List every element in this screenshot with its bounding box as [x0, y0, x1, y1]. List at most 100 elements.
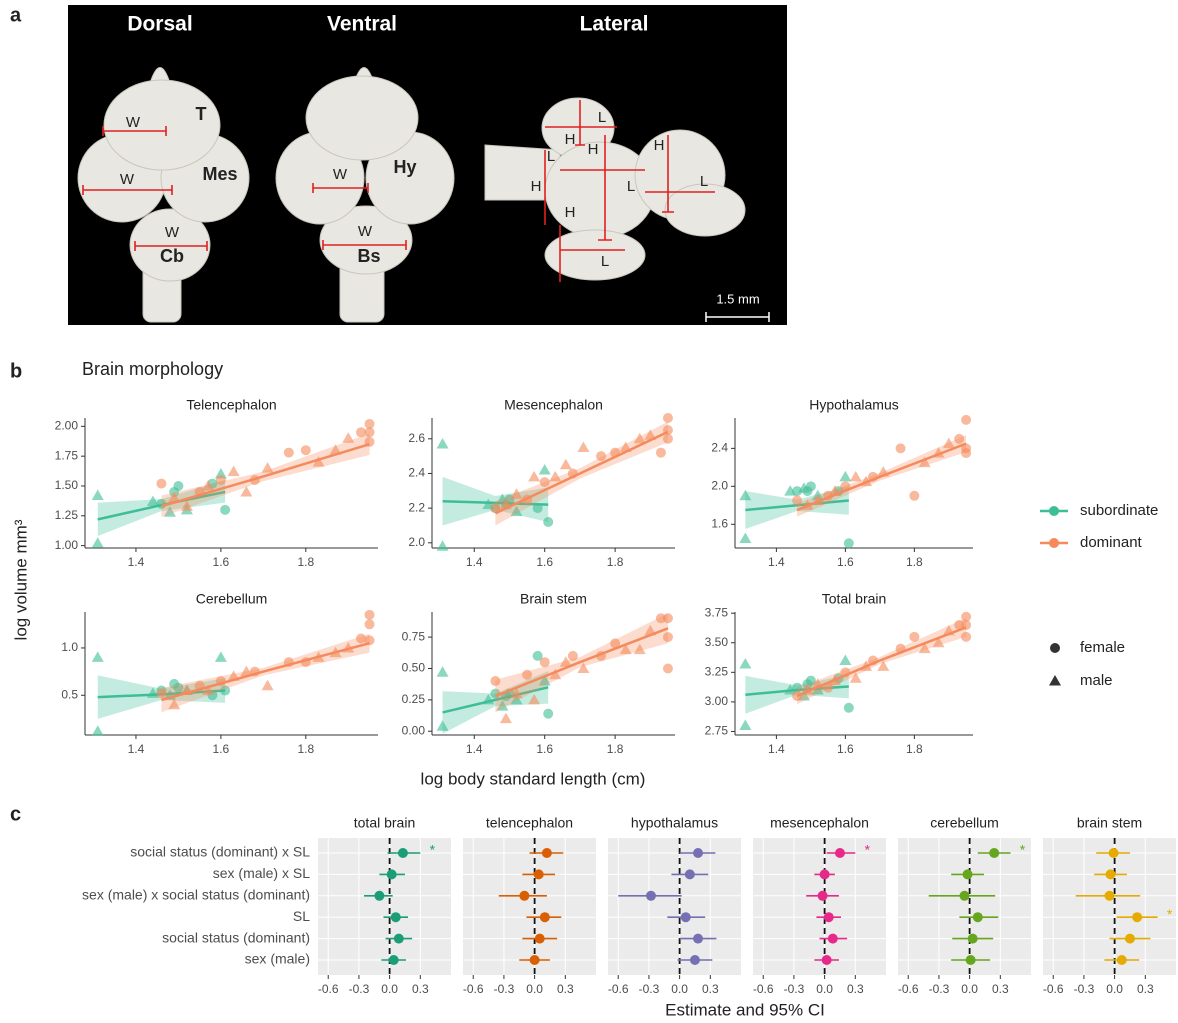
point: [792, 496, 802, 506]
point: [540, 477, 550, 487]
panel-title: hypothalamus: [631, 815, 718, 831]
point: [961, 448, 971, 458]
estimate-point: [690, 955, 700, 965]
point: [663, 632, 673, 642]
x-tick-label: 1.4: [768, 555, 785, 569]
point: [560, 459, 572, 470]
photo-annotation: T: [196, 104, 207, 124]
x-tick-label: -0.3: [349, 982, 370, 996]
point: [500, 713, 512, 724]
point: [216, 475, 226, 485]
x-tick-label: 0.3: [992, 982, 1009, 996]
photo-annotation: L: [598, 109, 606, 126]
point: [663, 613, 673, 623]
x-tick-label: -0.6: [753, 982, 774, 996]
estimate-point: [387, 869, 397, 879]
point: [220, 505, 230, 515]
estimate-point: [963, 869, 973, 879]
x-tick-label: 1.4: [768, 742, 785, 756]
x-tick-label: 0.3: [702, 982, 719, 996]
confidence-band: [161, 634, 369, 713]
point: [301, 445, 311, 455]
point: [92, 490, 104, 501]
point: [543, 517, 553, 527]
point: [173, 481, 183, 491]
estimate-point: [1106, 869, 1116, 879]
y-tick-label: 0.00: [402, 723, 426, 737]
x-axis-label: log body standard length (cm): [421, 769, 646, 788]
x-tick-label: -0.6: [898, 982, 919, 996]
x-tick-label: 1.4: [128, 555, 145, 569]
photo-annotation: H: [565, 131, 576, 148]
point: [806, 481, 816, 491]
legend-label: female: [1080, 639, 1125, 656]
x-tick-label: 1.8: [297, 555, 314, 569]
photo-annotation: Mes: [202, 164, 237, 184]
photo-annotation: W: [126, 114, 141, 131]
x-tick-label: -0.3: [929, 982, 950, 996]
fit-line: [797, 444, 966, 510]
x-tick-label: 1.6: [837, 555, 854, 569]
photo-annotation: H: [565, 204, 576, 221]
point: [739, 720, 751, 731]
point: [839, 471, 851, 482]
panel-background: [898, 838, 1031, 975]
photo-annotation: L: [601, 253, 609, 270]
point: [850, 471, 862, 482]
forest-panel: telencephalon-0.6-0.30.00.3: [463, 815, 596, 996]
view-title: Ventral: [327, 13, 397, 36]
x-tick-label: 1.8: [297, 742, 314, 756]
photo-annotation: W: [120, 171, 135, 188]
figure: aDorsalVentralLateralWTWMesWCbWHyWBsHLHL…: [0, 0, 1178, 1023]
view-title: Dorsal: [127, 13, 192, 36]
x-tick-label: -0.3: [494, 982, 515, 996]
x-axis-label: Estimate and 95% CI: [665, 1000, 825, 1019]
point: [522, 670, 532, 680]
forest-panel: cerebellum-0.6-0.30.00.3*: [898, 815, 1031, 996]
legend-label: dominant: [1080, 534, 1143, 551]
x-tick-label: 1.8: [906, 742, 923, 756]
estimate-point: [968, 934, 978, 944]
y-tick-label: 2.00: [55, 419, 79, 433]
row-label: sex (male) x social status (dominant): [82, 887, 310, 903]
x-tick-label: 1.6: [536, 555, 553, 569]
significance-label: *: [430, 842, 436, 858]
x-tick-label: 1.6: [837, 742, 854, 756]
point: [568, 651, 578, 661]
point: [961, 415, 971, 425]
y-tick-label: 2.0: [711, 478, 728, 492]
point: [909, 632, 919, 642]
panel-title: Cerebellum: [196, 591, 268, 607]
x-tick-label: 1.6: [213, 742, 230, 756]
x-tick-label: 0.3: [557, 982, 574, 996]
estimate-point: [824, 912, 834, 922]
panel-title: Telencephalon: [186, 397, 276, 413]
estimate-point: [685, 869, 695, 879]
panel-background: [463, 838, 596, 975]
y-tick-label: 3.75: [705, 605, 729, 619]
y-tick-label: 0.50: [402, 661, 426, 675]
y-tick-label: 3.50: [705, 635, 729, 649]
y-tick-label: 2.4: [711, 441, 728, 455]
estimate-point: [1105, 891, 1115, 901]
estimate-point: [693, 934, 703, 944]
estimate-point: [960, 891, 970, 901]
photo-annotation: L: [547, 148, 555, 165]
panel-label: a: [10, 4, 22, 26]
photo-annotation: H: [654, 137, 665, 154]
point: [215, 651, 227, 662]
estimate-point: [820, 869, 830, 879]
y-tick-label: 2.0: [408, 535, 425, 549]
point: [365, 427, 375, 437]
point: [739, 658, 751, 669]
significance-label: *: [1167, 906, 1173, 922]
panel-title: mesencephalon: [770, 815, 869, 831]
point: [92, 537, 104, 548]
estimate-point: [989, 848, 999, 858]
photo-annotation: L: [700, 173, 708, 190]
forest-panel: total brain-0.6-0.30.00.3*: [318, 815, 451, 996]
